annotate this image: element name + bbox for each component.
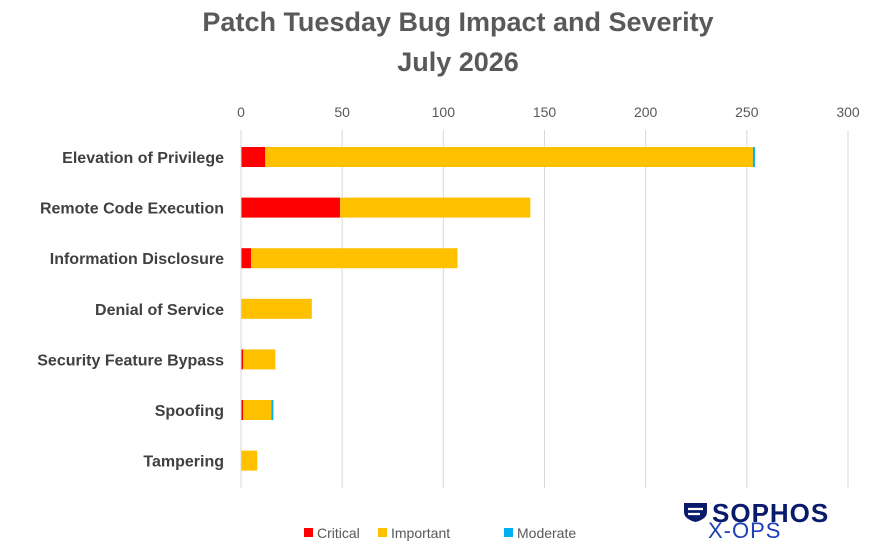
bar-segment xyxy=(271,400,274,420)
bar-segment xyxy=(241,248,252,269)
x-tick-label: 50 xyxy=(334,104,350,120)
legend-swatch xyxy=(304,528,313,537)
x-tick-label: 100 xyxy=(432,104,456,120)
bar-segment xyxy=(241,197,341,218)
bar-segment xyxy=(265,147,753,167)
x-tick-label: 200 xyxy=(634,104,658,120)
x-tick-label: 150 xyxy=(533,104,557,120)
legend-label: Critical xyxy=(317,525,360,541)
bar-segment xyxy=(241,400,244,420)
x-axis-ticks: 0 50 100 150 200 250 300 xyxy=(237,104,860,120)
gridlines xyxy=(341,130,849,488)
legend-label: Moderate xyxy=(517,525,576,541)
bar-segment xyxy=(251,248,458,269)
bar-segment xyxy=(243,400,272,420)
x-tick-label: 250 xyxy=(735,104,759,120)
logo-subtitle: X-OPS xyxy=(708,518,781,543)
category-label: Remote Code Execution xyxy=(40,201,224,218)
sophos-shield-icon xyxy=(684,503,707,522)
logo-name: SOPHOS xyxy=(712,498,829,528)
category-label: Tampering xyxy=(143,454,224,471)
x-tick-label: 300 xyxy=(836,104,860,120)
legend-swatch xyxy=(504,528,513,537)
sophos-logo: SOPHOS X-OPS xyxy=(684,498,829,543)
category-label: Elevation of Privilege xyxy=(62,150,224,167)
chart-subtitle: July 2026 xyxy=(397,47,519,77)
category-label: Denial of Service xyxy=(95,302,224,319)
category-labels: Elevation of Privilege Remote Code Execut… xyxy=(37,150,224,471)
bar-segment xyxy=(241,349,244,370)
bar-segment xyxy=(241,147,266,167)
bar-segment xyxy=(340,197,531,218)
legend-swatch xyxy=(378,528,387,537)
bar-segment xyxy=(243,349,276,370)
x-tick-label: 0 xyxy=(237,104,245,120)
bar-segment xyxy=(241,298,312,319)
category-label: Information Disclosure xyxy=(50,251,224,268)
bars xyxy=(241,147,755,471)
legend: Critical Important Moderate xyxy=(304,525,576,541)
bar-segment xyxy=(241,450,258,471)
chart-title: Patch Tuesday Bug Impact and Severity xyxy=(202,7,713,37)
category-label: Spoofing xyxy=(155,403,224,420)
category-label: Security Feature Bypass xyxy=(37,352,224,369)
legend-label: Important xyxy=(391,525,450,541)
bar-segment xyxy=(752,147,755,167)
